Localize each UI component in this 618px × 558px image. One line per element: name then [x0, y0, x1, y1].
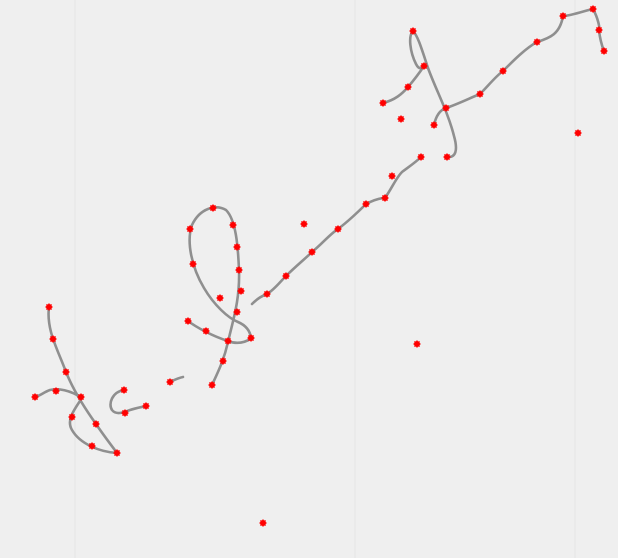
marker-spoke — [283, 273, 289, 279]
marker-spoke — [500, 68, 506, 74]
marker-spoke — [121, 387, 127, 393]
marker-spoke — [601, 48, 607, 54]
marker-spoke — [264, 291, 270, 297]
marker-spoke — [209, 382, 215, 388]
marker-spoke — [236, 267, 242, 273]
marker-spoke — [380, 100, 386, 106]
marker-spoke — [560, 13, 566, 19]
marker-spoke — [389, 173, 395, 179]
marker-spoke — [418, 154, 424, 160]
marker-spoke — [114, 450, 120, 456]
marker-spoke — [405, 84, 411, 90]
marker-spoke — [225, 338, 231, 344]
marker-spoke — [69, 414, 75, 420]
marker-spoke — [190, 261, 196, 267]
marker-spoke — [309, 249, 315, 255]
marker-spoke — [443, 105, 449, 111]
marker-spoke — [596, 27, 602, 33]
marker-spoke — [410, 28, 416, 34]
marker-spoke — [238, 288, 244, 294]
marker-spoke — [477, 91, 483, 97]
marker-spoke — [53, 388, 59, 394]
marker-spoke — [143, 403, 149, 409]
marker-spoke — [335, 226, 341, 232]
marker-spoke — [234, 244, 240, 250]
marker-spoke — [301, 221, 307, 227]
marker-spoke — [217, 295, 223, 301]
marker-spoke — [431, 122, 437, 128]
marker-spoke — [46, 304, 52, 310]
signature-stroke — [109, 388, 148, 415]
marker-spoke — [122, 410, 128, 416]
marker-spoke — [414, 341, 420, 347]
marker-spoke — [230, 222, 236, 228]
marker-spoke — [220, 358, 226, 364]
marker-spoke — [575, 130, 581, 136]
marker-spoke — [32, 394, 38, 400]
marker-spoke — [260, 520, 266, 526]
marker-spoke — [210, 205, 216, 211]
marker-spoke — [398, 116, 404, 122]
marker-spoke — [590, 6, 596, 12]
marker-spoke — [187, 226, 193, 232]
marker-spoke — [444, 154, 450, 160]
marker-spoke — [93, 421, 99, 427]
marker-spoke — [167, 379, 173, 385]
marker-spoke — [382, 195, 388, 201]
signature-stroke — [478, 7, 606, 96]
marker-spoke — [234, 309, 240, 315]
marker-spoke — [185, 318, 191, 324]
marker-spoke — [363, 201, 369, 207]
signature-strokes — [33, 7, 606, 455]
marker-group — [31, 5, 608, 527]
marker-spoke — [63, 369, 69, 375]
signature-stroke — [381, 29, 482, 159]
marker-spoke — [78, 394, 84, 400]
signature-stroke — [33, 305, 119, 455]
marker-spoke — [534, 39, 540, 45]
marker-spoke — [203, 328, 209, 334]
marker-spoke — [89, 443, 95, 449]
marker-spoke — [50, 336, 56, 342]
marker-spoke — [421, 63, 427, 69]
marker-spoke — [248, 335, 254, 341]
